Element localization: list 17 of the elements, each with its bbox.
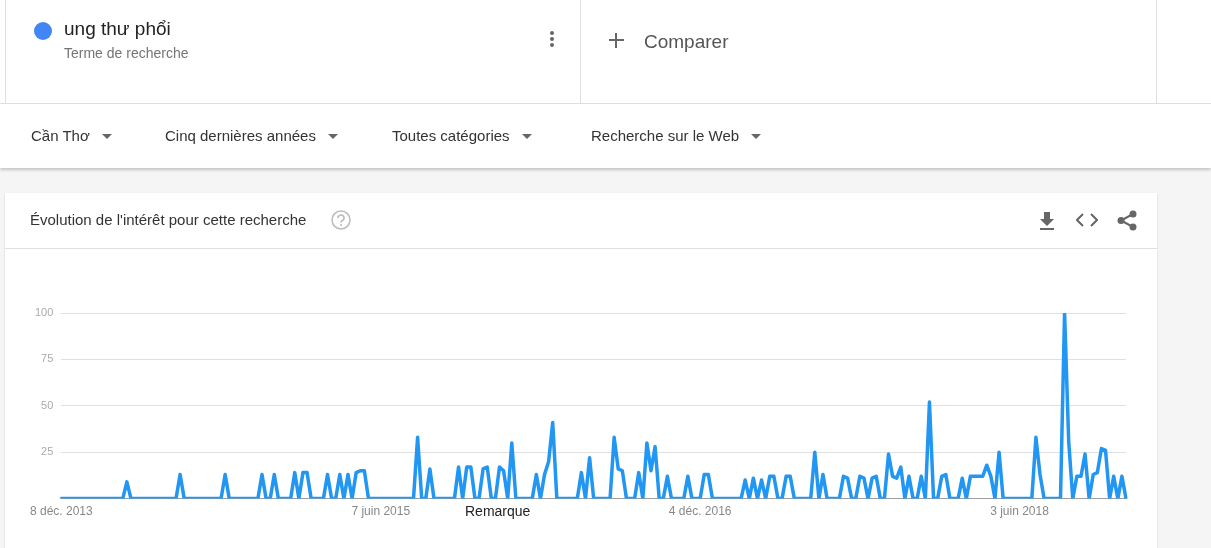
y-tick-label: 25 bbox=[41, 445, 54, 458]
text: Terme de recherche bbox=[64, 45, 189, 61]
x-tick-label: 8 déc. 2013 bbox=[29, 504, 94, 519]
chart-title: Évolution de l'intérêt pour cette recherche bbox=[30, 211, 307, 228]
x-tick-label: 3 juin 2018 bbox=[990, 504, 1050, 519]
text: Toutes catégories bbox=[392, 127, 510, 144]
text: Recherche sur le Web bbox=[591, 127, 740, 144]
x-tick-label: 4 déc. 2016 bbox=[668, 504, 732, 519]
text: Cần Thơ bbox=[31, 127, 90, 144]
y-tick-label: 100 bbox=[34, 306, 54, 319]
x-tick-label: 7 juin 2015 bbox=[351, 504, 411, 519]
y-tick-label: 75 bbox=[41, 352, 54, 365]
text: Cinq dernières années bbox=[165, 127, 316, 144]
text: ung thư phổi bbox=[64, 18, 171, 40]
y-tick-label: 50 bbox=[41, 398, 54, 411]
text: Remarque bbox=[465, 503, 531, 519]
text: Comparer bbox=[644, 31, 729, 53]
